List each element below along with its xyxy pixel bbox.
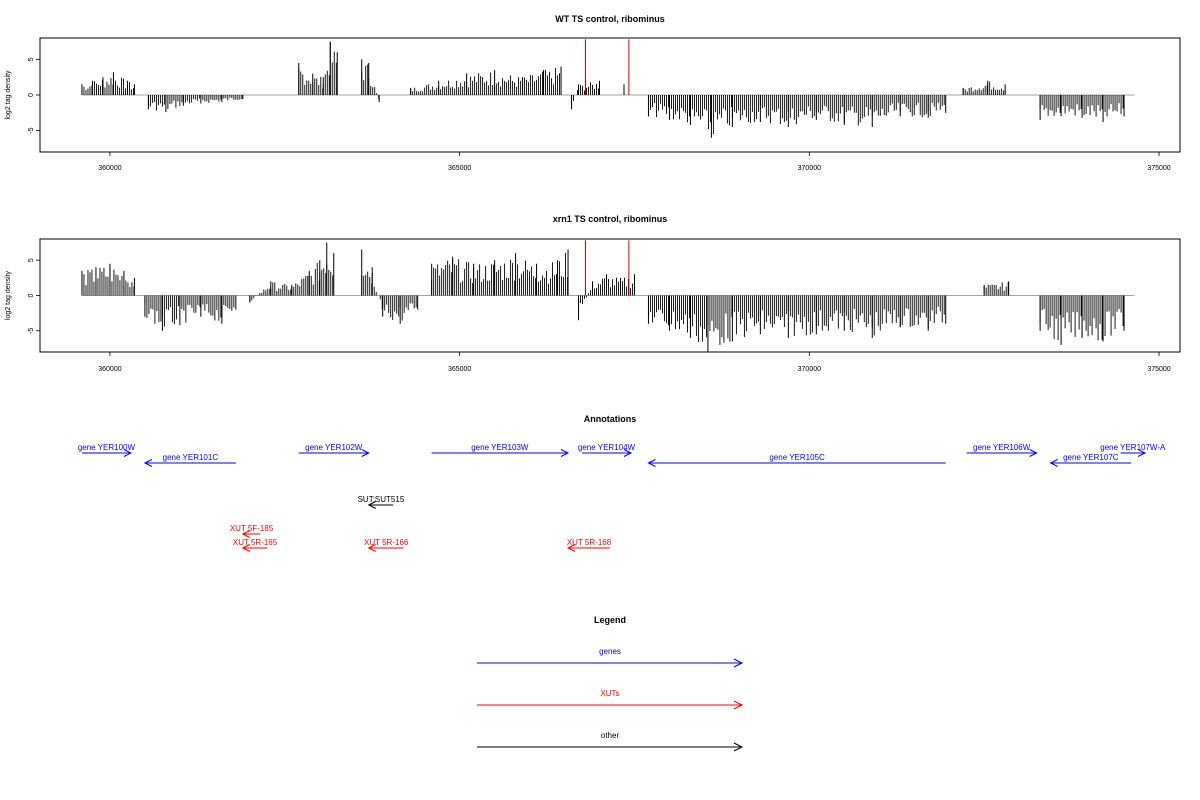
y-axis-label: log2 tag density bbox=[5, 70, 12, 120]
y-tick-label: 5 bbox=[28, 57, 35, 61]
y-tick-label: -5 bbox=[28, 127, 35, 133]
x-tick-label: 370000 bbox=[798, 366, 821, 373]
y-tick-label: 0 bbox=[28, 93, 35, 97]
feature-label: XUT 5F-185 bbox=[230, 524, 274, 533]
x-tick-label: 365000 bbox=[448, 165, 471, 172]
arrow-right-icon bbox=[1029, 449, 1038, 457]
chart-panel-1: WT TS control, ribominus 5 0 -5 log2 tag den… bbox=[5, 14, 1181, 172]
y-tick-label: 0 bbox=[28, 293, 35, 297]
arrow-right-icon bbox=[361, 449, 370, 457]
feature-label: gene YER100W bbox=[78, 443, 136, 452]
annotation-feature: gene YER102W bbox=[298, 443, 370, 457]
arrow-right-icon bbox=[733, 742, 744, 752]
arrow-left-icon bbox=[367, 544, 376, 552]
y-tick-label: -5 bbox=[28, 328, 35, 334]
annotations-track: Annotations gene YER100W gene YER101C gene … bbox=[78, 414, 1166, 552]
feature-label: gene YER107W-A bbox=[1100, 443, 1166, 452]
x-tick-label: 360000 bbox=[98, 366, 121, 373]
feature-label: gene YER105C bbox=[769, 453, 825, 462]
annotation-feature: XUT 5R-166 bbox=[364, 538, 409, 552]
arrow-left-icon bbox=[566, 544, 576, 552]
annotation-feature: XUT 5R-165 bbox=[233, 538, 278, 552]
annotation-feature: SUT:SUT515 bbox=[358, 495, 405, 509]
feature-label: gene YER103W bbox=[471, 443, 529, 452]
legend-item: XUTs bbox=[477, 689, 744, 710]
arrow-right-icon bbox=[733, 700, 744, 710]
arrow-right-icon bbox=[733, 658, 744, 668]
feature-label: SUT:SUT515 bbox=[358, 495, 405, 504]
feature-label: gene YER107C bbox=[1063, 453, 1119, 462]
legend-label: other bbox=[601, 731, 620, 740]
x-tick-label: 370000 bbox=[798, 165, 821, 172]
legend-item: genes bbox=[477, 647, 744, 668]
bar-series bbox=[81, 242, 1125, 352]
feature-label: XUT 5R-165 bbox=[233, 538, 278, 547]
feature-label: XUT 5R-168 bbox=[567, 538, 612, 547]
legend-label: XUTs bbox=[600, 689, 619, 698]
annotation-feature: gene YER101C bbox=[143, 453, 236, 467]
arrow-left-icon bbox=[241, 544, 251, 552]
arrow-right-icon bbox=[623, 449, 633, 457]
legend-title: Legend bbox=[594, 615, 626, 625]
arrow-right-icon bbox=[123, 449, 133, 457]
arrow-right-icon bbox=[560, 449, 570, 457]
chart-title: WT TS control, ribominus bbox=[555, 14, 665, 24]
annotation-feature: XUT 5R-168 bbox=[567, 538, 612, 552]
arrow-left-icon bbox=[647, 459, 656, 467]
feature-label: XUT 5R-166 bbox=[364, 538, 409, 547]
legend: Legend genes XUTs other bbox=[477, 615, 744, 752]
annotation-feature: gene YER104W bbox=[578, 443, 636, 457]
annotation-feature: gene YER103W bbox=[431, 443, 570, 457]
arrow-left-icon bbox=[143, 459, 153, 467]
annotation-feature: gene YER107W-A bbox=[1100, 443, 1166, 457]
arrow-right-icon bbox=[1137, 449, 1147, 457]
annotation-feature: gene YER105C bbox=[647, 453, 946, 467]
x-tick-label: 360000 bbox=[98, 165, 121, 172]
feature-label: gene YER102W bbox=[305, 443, 363, 452]
chart-panel-2: xrn1 TS control, ribominus 5 0 -5 log2 tag d… bbox=[5, 214, 1181, 373]
y-axis-label: log2 tag density bbox=[5, 270, 12, 320]
feature-label: gene YER106W bbox=[973, 443, 1031, 452]
arrow-left-icon bbox=[367, 501, 376, 509]
annotation-feature: gene YER100W bbox=[78, 443, 136, 457]
feature-label: gene YER104W bbox=[578, 443, 636, 452]
annotation-feature: gene YER106W bbox=[966, 443, 1038, 457]
y-tick-label: 5 bbox=[28, 258, 35, 262]
arrow-left-icon bbox=[241, 530, 251, 538]
x-tick-label: 375000 bbox=[1147, 366, 1170, 373]
legend-label: genes bbox=[599, 647, 621, 656]
x-tick-label: 375000 bbox=[1147, 165, 1170, 172]
annotation-feature: XUT 5F-185 bbox=[230, 524, 274, 538]
arrow-left-icon bbox=[1049, 459, 1058, 467]
feature-label: gene YER101C bbox=[163, 453, 219, 462]
x-tick-label: 365000 bbox=[448, 366, 471, 373]
bar-series bbox=[81, 41, 1125, 138]
annotations-title: Annotations bbox=[584, 414, 637, 424]
chart-title: xrn1 TS control, ribominus bbox=[553, 214, 668, 224]
annotation-feature: gene YER107C bbox=[1049, 453, 1132, 467]
legend-item: other bbox=[477, 731, 744, 752]
